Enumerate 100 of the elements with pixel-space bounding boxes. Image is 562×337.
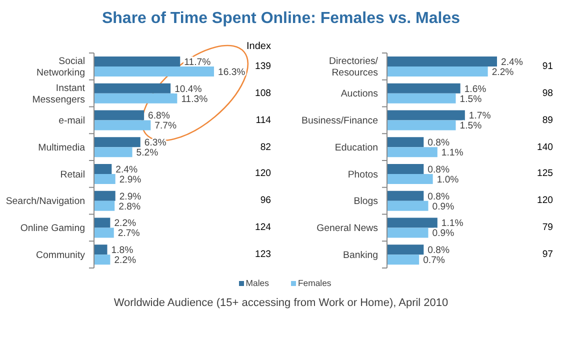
data-label: 2.4% (501, 56, 524, 68)
text: 96 (260, 194, 271, 208)
y-tick-label: Education (334, 142, 378, 154)
y-tick-label: Blogs (354, 196, 378, 208)
bar (94, 137, 140, 148)
y-tick-label: Social Networking (36, 56, 85, 79)
data-label: 11.3% (181, 94, 208, 105)
data-label: 1.7% (468, 110, 492, 122)
data-label: 1.6% (464, 84, 487, 95)
data-label: 0.8% (428, 164, 450, 176)
data-label: 0.7% (423, 255, 446, 266)
y-tick-label: Search/Navigation (6, 196, 85, 208)
bar (387, 244, 424, 255)
text: 82 (260, 140, 271, 154)
data-label: 2.2% (492, 66, 514, 78)
y-tick-label: General News (316, 223, 378, 234)
bar (387, 218, 438, 228)
text: Worldwide Audience (15+ accessing from Work or Home), April 2010 (114, 297, 448, 309)
bar (94, 56, 180, 66)
data-label: 6.8% (148, 110, 170, 122)
text: 98 (542, 86, 553, 100)
data-label: 6.3% (144, 138, 167, 149)
bar (387, 164, 424, 174)
text: 79 (542, 221, 553, 234)
text: 120 (254, 167, 271, 180)
text: Share of Time Spent Online: Females vs. Males (102, 10, 460, 27)
y-tick-label: e-mail (58, 116, 85, 127)
data-label: 10.4% (174, 84, 202, 95)
bar (387, 228, 428, 238)
y-tick-label: Banking (342, 250, 378, 261)
bar (94, 218, 110, 228)
bar (94, 164, 112, 174)
bar (94, 254, 110, 265)
data-label: 2.7% (118, 228, 140, 240)
bar (387, 110, 465, 120)
bar (387, 147, 438, 158)
bar (387, 254, 420, 265)
bar (387, 83, 460, 94)
data-label: 0.8% (428, 138, 450, 149)
data-label: 1.1% (441, 218, 464, 230)
text: Index (246, 40, 271, 53)
y-tick-label: Directories/ Resources (329, 56, 378, 79)
bar (94, 244, 108, 255)
bar (387, 120, 456, 130)
bar (94, 120, 151, 130)
bar (387, 174, 433, 184)
text: 123 (254, 248, 271, 262)
text: 125 (536, 167, 553, 180)
y-tick-label: Multimedia (38, 142, 86, 154)
y-tick-label: Retail (60, 169, 85, 180)
text: 124 (254, 221, 271, 234)
data-label: 7.7% (154, 120, 178, 132)
text: 97 (542, 248, 553, 262)
text: 89 (542, 114, 553, 127)
y-tick-label: Instant Messengers (32, 82, 86, 106)
data-label: 16.3% (218, 66, 246, 78)
data-label: 1.1% (441, 148, 464, 159)
bar (387, 93, 456, 104)
data-label: 0.9% (432, 228, 455, 240)
bar (94, 66, 214, 76)
legend-label: Females (298, 278, 332, 288)
text: 91 (542, 60, 553, 73)
bar (94, 228, 114, 238)
bar (387, 56, 497, 66)
y-tick-label: Online Gaming (20, 223, 85, 234)
bar (387, 66, 488, 76)
bar (94, 147, 132, 158)
bar (94, 190, 116, 201)
data-label: 2.9% (119, 174, 142, 186)
data-label: 5.2% (136, 148, 159, 159)
data-label: 0.9% (432, 201, 455, 212)
data-label: 2.2% (114, 218, 137, 230)
data-label: 0.8% (428, 191, 450, 202)
bar (94, 110, 144, 120)
data-label: 1.8% (111, 245, 134, 256)
bar (94, 83, 171, 94)
bar (94, 200, 115, 211)
data-label: 1.0% (436, 174, 460, 186)
bar (387, 137, 424, 148)
data-label: 1.5% (460, 120, 482, 132)
data-label: 2.8% (118, 201, 141, 212)
text: 108 (254, 86, 271, 100)
y-tick-label: Community (36, 250, 86, 261)
bar (387, 190, 424, 201)
data-label: 11.7% (184, 56, 212, 68)
data-label: 0.8% (428, 245, 450, 256)
data-label: 2.2% (114, 255, 137, 266)
legend-label: Males (246, 278, 269, 288)
data-label: 1.5% (460, 94, 482, 105)
bar (94, 93, 178, 104)
text: 140 (536, 140, 553, 154)
data-label: 2.4% (116, 164, 138, 176)
y-tick-label: Business/Finance (302, 116, 378, 127)
data-label: 2.9% (119, 191, 142, 202)
bar (94, 174, 116, 184)
text: 139 (254, 60, 271, 73)
text: 114 (256, 114, 271, 127)
y-tick-label: Auctions (340, 88, 378, 100)
y-tick-label: Photos (348, 169, 378, 180)
bar (387, 200, 428, 211)
